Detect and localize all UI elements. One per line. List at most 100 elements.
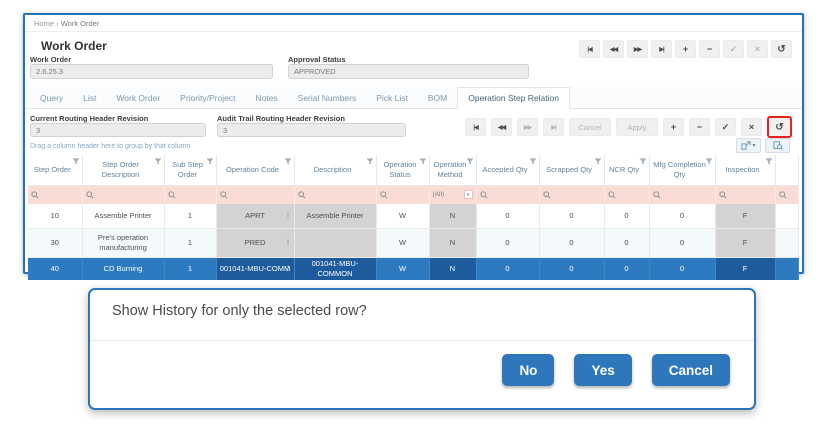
column-header-operation-method[interactable]: Operation Method — [429, 155, 477, 186]
tab-list[interactable]: List — [83, 93, 97, 103]
filter-cell[interactable] — [775, 185, 799, 204]
table-row-selected[interactable]: 40 CD Burning 1 001041-MBU-COMM ⋮ 001041-… — [28, 257, 799, 280]
filter-icon[interactable] — [639, 158, 647, 165]
grid-apply-button[interactable]: Apply — [616, 118, 658, 136]
grid-close-button[interactable]: × — [741, 118, 762, 136]
grid-prev-button[interactable]: ◀◀ — [491, 118, 512, 136]
filter-cell[interactable] — [28, 185, 83, 204]
cell-ncr-qty[interactable]: 0 — [604, 257, 650, 280]
filter-cell[interactable] — [216, 185, 295, 204]
current-routing-revision-field[interactable]: 3 — [30, 123, 206, 137]
approval-status-field[interactable]: APPROVED — [288, 64, 529, 79]
filter-icon[interactable] — [366, 158, 374, 165]
filter-cell[interactable] — [294, 185, 377, 204]
filter-icon[interactable] — [72, 158, 80, 165]
ellipsis-icon[interactable]: ⋮ — [284, 212, 292, 220]
table-row[interactable]: 10 Assemble Printer 1 APRT ⋮ Assemble Pri… — [28, 203, 799, 229]
table-row[interactable]: 30 Pre's operation manufacturing 1 PRED ⋮… — [28, 228, 799, 258]
cell-operation-method[interactable]: N — [429, 203, 477, 229]
record-prev-button[interactable]: ◀◀ — [603, 40, 624, 58]
cell-mfg-completion-qty[interactable]: 0 — [649, 203, 716, 229]
cell-operation-code[interactable]: PRED ⋮ — [216, 228, 295, 258]
tab-pick-list[interactable]: Pick List — [376, 93, 408, 103]
grid-confirm-button[interactable]: ✓ — [715, 118, 736, 136]
filter-cell[interactable] — [376, 185, 430, 204]
column-header-accepted-qty[interactable]: Accepted Qty — [476, 155, 540, 186]
cell-operation-method[interactable]: N — [429, 228, 477, 258]
cell-step-order-description[interactable]: Assemble Printer — [82, 203, 165, 229]
cell-operation-code[interactable]: 001041-MBU-COMM ⋮ — [216, 257, 295, 280]
grid-delete-row-button[interactable]: − — [689, 118, 710, 136]
column-header-ncr-qty[interactable]: NCR Qty — [604, 155, 650, 186]
record-next-button[interactable]: ▶▶ — [627, 40, 648, 58]
yes-button[interactable]: Yes — [574, 354, 632, 386]
column-header-description[interactable]: Description — [294, 155, 377, 186]
record-confirm-button[interactable]: ✓ — [723, 40, 744, 58]
cell-description[interactable]: 001041-MBU-COMMON — [294, 257, 377, 280]
record-history-button[interactable]: ↺ — [771, 40, 792, 58]
cell-scrapped-qty[interactable]: 0 — [539, 228, 605, 258]
cell-operation-status[interactable]: W — [376, 257, 430, 280]
column-header-sub-step-order[interactable]: Sub Step Order — [164, 155, 217, 186]
cell-accepted-qty[interactable]: 0 — [476, 257, 540, 280]
cell-accepted-qty[interactable]: 0 — [476, 228, 540, 258]
tab-work-order[interactable]: Work Order — [116, 93, 161, 103]
column-header-mfg-completion-qty[interactable]: Mfg Completion Qty — [649, 155, 716, 186]
filter-icon[interactable] — [206, 158, 214, 165]
cancel-button[interactable]: Cancel — [651, 354, 730, 386]
cell-step-order[interactable]: 30 — [28, 228, 83, 258]
column-chooser-button[interactable] — [765, 138, 790, 153]
filter-cell[interactable] — [539, 185, 605, 204]
filter-cell-operation-method[interactable]: (All) ▾ — [429, 185, 477, 204]
cell-description[interactable] — [294, 228, 377, 258]
tab-notes[interactable]: Notes — [255, 93, 278, 103]
cell-operation-code[interactable]: APRT ⋮ — [216, 203, 295, 229]
column-header-scrapped-qty[interactable]: Scrapped Qty — [539, 155, 605, 186]
export-button[interactable]: ▾ — [736, 138, 761, 153]
filter-cell[interactable] — [715, 185, 776, 204]
column-header-step-order[interactable]: Step Order — [28, 155, 83, 186]
cell-scrapped-qty[interactable]: 0 — [539, 203, 605, 229]
cell-inspection[interactable]: F — [715, 257, 776, 280]
tab-serial-numbers[interactable]: Serial Numbers — [297, 93, 357, 103]
cell-scrapped-qty[interactable]: 0 — [539, 257, 605, 280]
grid-add-row-button[interactable]: + — [663, 118, 684, 136]
cell-ncr-qty[interactable]: 0 — [604, 228, 650, 258]
cell-sub-step-order[interactable]: 1 — [164, 203, 217, 229]
tab-bom[interactable]: BOM — [427, 93, 448, 103]
record-delete-button[interactable]: − — [699, 40, 720, 58]
record-first-button[interactable]: |◀ — [579, 40, 600, 58]
filter-cell[interactable] — [476, 185, 540, 204]
filter-cell[interactable] — [164, 185, 217, 204]
filter-icon[interactable] — [705, 158, 713, 165]
grid-first-button[interactable]: |◀ — [465, 118, 486, 136]
column-header-step-order-description[interactable]: Step Order Description — [82, 155, 165, 186]
chevron-down-icon[interactable]: ▾ — [463, 190, 473, 199]
tab-query[interactable]: Query — [40, 93, 64, 103]
cell-mfg-completion-qty[interactable]: 0 — [649, 257, 716, 280]
record-last-button[interactable]: ▶| — [651, 40, 672, 58]
tab-operation-step-relation[interactable]: Operation Step Relation — [457, 87, 570, 109]
cell-description[interactable]: Assemble Printer — [294, 203, 377, 229]
cell-operation-method[interactable]: N — [429, 257, 477, 280]
cell-sub-step-order[interactable]: 1 — [164, 228, 217, 258]
filter-icon[interactable] — [419, 158, 427, 165]
no-button[interactable]: No — [502, 354, 555, 386]
filter-all-value[interactable]: (All) — [432, 191, 445, 198]
filter-icon[interactable] — [765, 158, 773, 165]
filter-cell[interactable] — [82, 185, 165, 204]
cell-inspection[interactable]: F — [715, 203, 776, 229]
cell-accepted-qty[interactable]: 0 — [476, 203, 540, 229]
column-header-operation-code[interactable]: Operation Code — [216, 155, 295, 186]
cell-operation-status[interactable]: W — [376, 228, 430, 258]
column-header-operation-status[interactable]: Operation Status — [376, 155, 430, 186]
cell-mfg-completion-qty[interactable]: 0 — [649, 228, 716, 258]
filter-icon[interactable] — [466, 158, 474, 165]
filter-icon[interactable] — [154, 158, 162, 165]
grid-next-button[interactable]: ▶▶ — [517, 118, 538, 136]
work-order-field[interactable]: 2.6.25.3 — [30, 64, 273, 79]
cell-sub-step-order[interactable]: 1 — [164, 257, 217, 280]
filter-cell[interactable] — [604, 185, 650, 204]
cell-step-order-description[interactable]: CD Burning — [82, 257, 165, 280]
ellipsis-icon[interactable]: ⋮ — [284, 239, 292, 247]
